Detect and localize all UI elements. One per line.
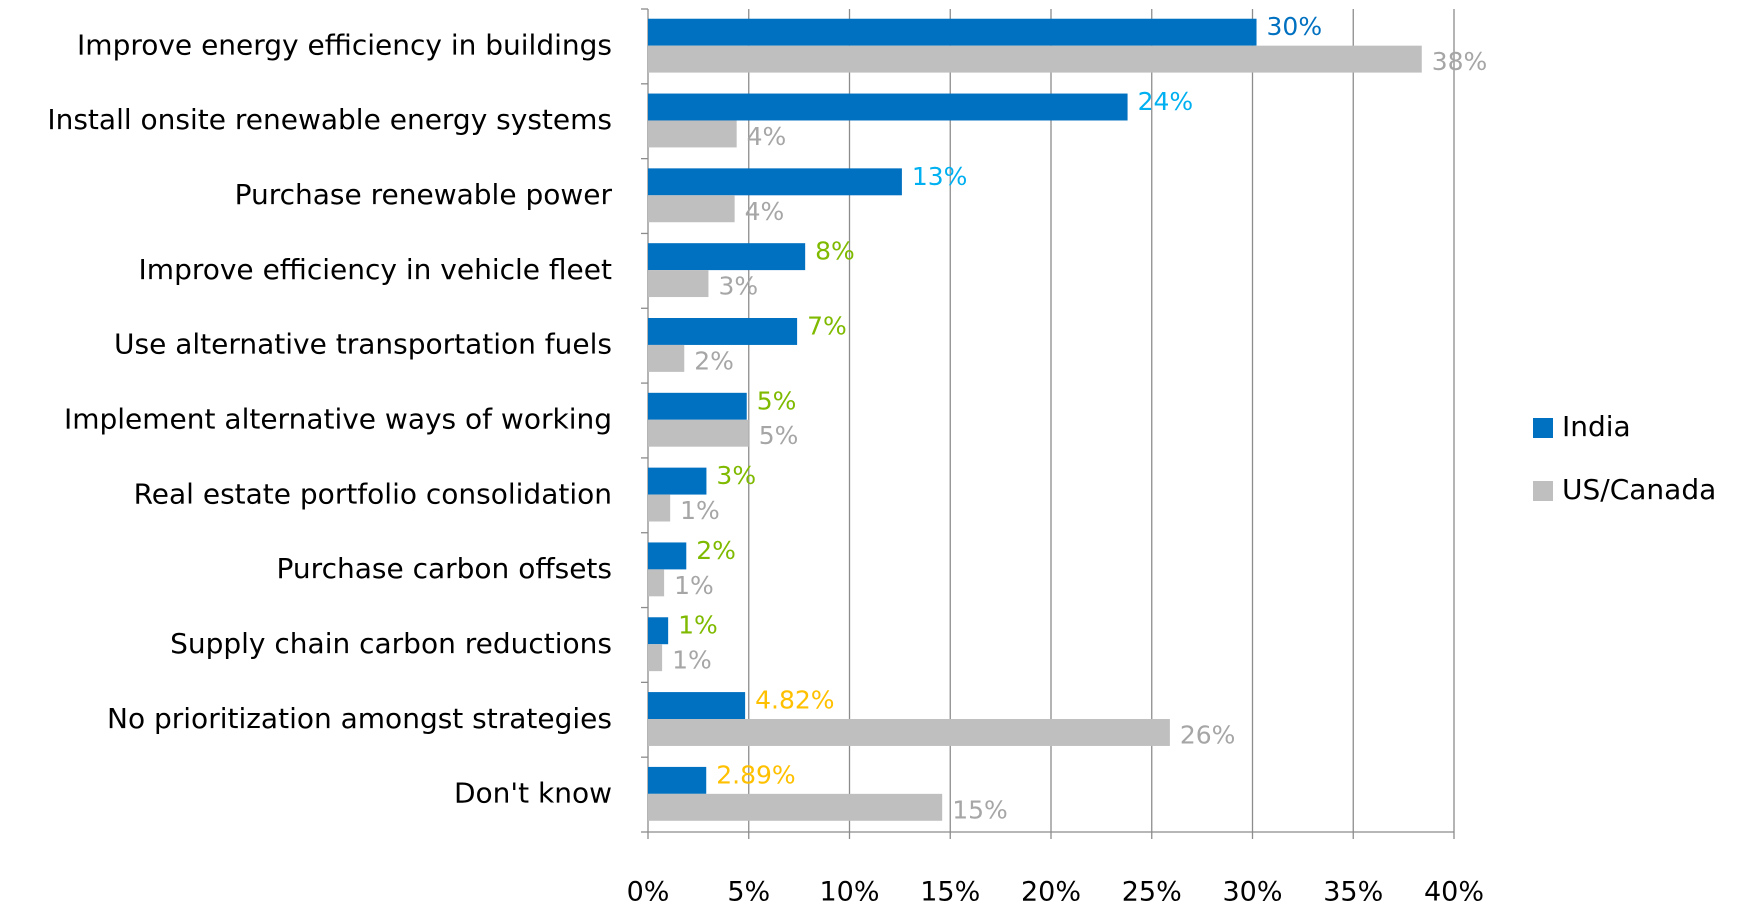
- bar: [648, 644, 663, 672]
- x-tick-label: 25%: [1122, 877, 1182, 902]
- bar: [648, 344, 685, 372]
- x-tick-label: 20%: [1021, 877, 1081, 902]
- bar: [648, 45, 1422, 73]
- bar: [648, 317, 798, 345]
- value-label: 4%: [747, 122, 787, 151]
- bar: [648, 467, 707, 495]
- x-tick-label: 15%: [920, 877, 980, 902]
- value-label: 1%: [674, 571, 714, 600]
- value-label: 2%: [694, 346, 734, 375]
- category-label: Implement alternative ways of working: [64, 403, 612, 436]
- bar: [648, 270, 709, 298]
- value-label: 24%: [1138, 87, 1194, 116]
- legend-swatch: [1533, 481, 1553, 501]
- x-tick-label: 5%: [727, 877, 770, 902]
- category-label: Use alternative transportation fuels: [114, 328, 612, 361]
- bar: [648, 494, 671, 522]
- category-label: Supply chain carbon reductions: [170, 627, 612, 660]
- value-label: 15%: [952, 795, 1008, 824]
- category-label: Improve efficiency in vehicle fleet: [139, 253, 612, 286]
- value-label: 3%: [718, 272, 758, 301]
- value-label: 1%: [680, 496, 720, 525]
- bar: [648, 93, 1128, 121]
- value-label: 1%: [672, 646, 712, 675]
- category-label: Improve energy efficiency in buildings: [77, 28, 612, 61]
- value-label: 4%: [745, 197, 785, 226]
- value-label: 13%: [912, 162, 968, 191]
- category-label: Real estate portfolio consolidation: [134, 477, 612, 510]
- x-tick-label: 30%: [1222, 877, 1282, 902]
- legend-swatch: [1533, 418, 1553, 438]
- category-label: Purchase renewable power: [235, 178, 613, 211]
- value-label: 30%: [1267, 12, 1323, 41]
- legend-label: US/Canada: [1562, 473, 1716, 506]
- bar: [648, 243, 806, 271]
- x-tick-label: 40%: [1424, 877, 1484, 902]
- value-label: 3%: [716, 461, 756, 490]
- category-label: Install onsite renewable energy systems: [47, 103, 612, 136]
- bar: [648, 719, 1170, 746]
- value-label: 4.82%: [755, 686, 834, 715]
- bar: [648, 120, 737, 148]
- bar: [648, 542, 687, 570]
- x-tick-label: 0%: [627, 877, 670, 902]
- legend-label: India: [1562, 410, 1631, 443]
- value-label: 2.89%: [716, 760, 795, 789]
- x-tick-label: 10%: [819, 877, 879, 902]
- bar: [648, 168, 902, 196]
- bar: [648, 692, 746, 720]
- value-label: 1%: [678, 611, 718, 640]
- value-label: 2%: [696, 536, 736, 565]
- value-label: 7%: [807, 311, 847, 340]
- value-label: 26%: [1180, 720, 1236, 749]
- category-label: No prioritization amongst strategies: [107, 702, 612, 735]
- bar: [648, 392, 747, 420]
- value-label: 5%: [759, 421, 799, 450]
- category-label: Don't know: [454, 777, 612, 810]
- category-label: Purchase carbon offsets: [277, 552, 612, 585]
- bar: [648, 793, 943, 821]
- bar: [648, 617, 669, 645]
- bar: [648, 569, 665, 597]
- bar: [648, 195, 735, 223]
- bar: [648, 18, 1257, 46]
- bar: [648, 419, 749, 447]
- bar: [648, 766, 707, 794]
- value-label: 5%: [757, 386, 797, 415]
- x-tick-label: 35%: [1323, 877, 1383, 902]
- value-label: 38%: [1432, 47, 1488, 76]
- value-label: 8%: [815, 237, 855, 266]
